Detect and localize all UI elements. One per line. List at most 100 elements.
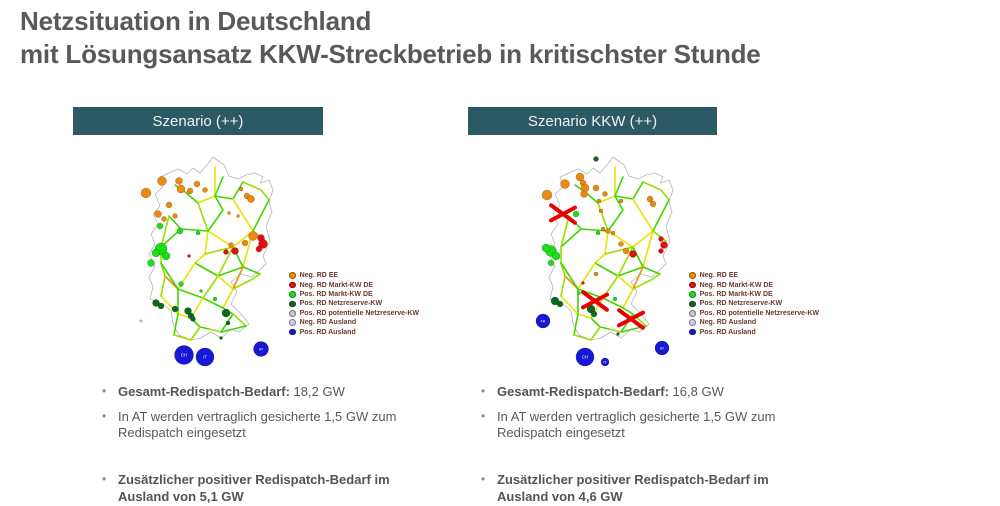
legend-label: Pos. RD Netzreserve-KW	[299, 300, 383, 308]
map-legend-right: Neg. RD EE Neg. RD Markt-KW DE Pos. RD Mar…	[689, 271, 819, 337]
foreign-country-circle	[575, 347, 595, 367]
redispatch-point	[157, 176, 167, 186]
legend-item: Neg. RD EE	[289, 271, 419, 280]
kkw-cross-stroke	[548, 205, 578, 223]
redispatch-point	[560, 179, 570, 189]
redispatch-point	[154, 210, 162, 218]
redispatch-point	[547, 259, 555, 267]
redispatch-point	[658, 248, 664, 254]
grid-line	[160, 275, 166, 297]
grid-line	[252, 199, 270, 232]
redispatch-point	[658, 236, 664, 242]
redispatch-point	[551, 251, 561, 261]
redispatch-point	[238, 186, 244, 192]
slide-title: Netzsituation in Deutschland mit Lösungs…	[20, 5, 761, 71]
redispatch-point	[258, 239, 268, 249]
redispatch-point	[195, 230, 201, 236]
redispatch-point	[541, 243, 551, 253]
redispatch-point	[156, 222, 164, 230]
legend-item: Pos. RD Markt-KW DE	[689, 290, 819, 299]
foreign-country-label: AT	[660, 347, 665, 351]
grid-line	[173, 326, 201, 341]
redispatch-point	[618, 241, 624, 247]
redispatch-point	[176, 184, 186, 194]
legend-label: Neg. RD EE	[699, 272, 739, 280]
grid-line	[560, 215, 570, 248]
redispatch-point	[600, 226, 606, 232]
bullet-list-right: • Gesamt-Redispatch-Bedarf: 16,8 GW • In AT…	[479, 384, 801, 506]
redispatch-point	[193, 180, 201, 188]
redispatch-point	[618, 198, 624, 204]
redispatch-point	[575, 172, 585, 182]
legend-item: Pos. RD potentielle Netzreserve-KW	[689, 309, 819, 318]
grid-line	[560, 228, 582, 248]
bullet-text: 16,8 GW	[668, 384, 724, 399]
legend-label: Pos. RD potentielle Netzreserve-KW	[699, 309, 820, 317]
redispatch-point	[202, 187, 208, 193]
redispatch-point	[152, 299, 160, 307]
redispatch-point	[157, 302, 165, 310]
redispatch-point	[151, 248, 161, 258]
redispatch-point	[541, 189, 553, 201]
redispatch-point	[255, 245, 263, 253]
legend-label: Neg. RD Markt-KW DE	[699, 281, 774, 289]
grid-line	[217, 275, 234, 290]
grid-line	[632, 198, 654, 232]
grid-line	[632, 273, 661, 290]
grid-line	[622, 288, 634, 309]
bullet-text: In AT werden vertraglich gesicherte 1,5 …	[118, 408, 397, 441]
grid-line	[202, 275, 219, 299]
foreign-country-label: AT	[259, 348, 264, 352]
redispatch-point	[590, 310, 598, 318]
grid-line	[614, 176, 624, 197]
foreign-country-label: IT	[603, 361, 607, 365]
redispatch-point	[593, 156, 599, 162]
legend-dot-icon	[689, 319, 696, 326]
scenario-header-right: Szenario KKW (++)	[468, 107, 717, 135]
redispatch-point	[649, 200, 657, 208]
redispatch-point	[190, 316, 196, 322]
redispatch-point	[140, 187, 152, 199]
legend-label: Neg. RD Markt-KW DE	[299, 281, 374, 289]
legend-dot-icon	[289, 281, 296, 289]
bullet-list-left: • Gesamt-Redispatch-Bedarf: 18,2 GW • In AT…	[100, 384, 422, 506]
redispatch-point	[171, 305, 179, 313]
legend-dot-icon	[289, 272, 296, 279]
redispatch-point	[598, 208, 604, 214]
redispatch-point	[622, 247, 630, 255]
redispatch-point	[186, 187, 194, 195]
grid-line	[560, 262, 579, 290]
legend-label: Pos. RD Ausland	[299, 328, 356, 336]
legend-item: Pos. RD Netzreserve-KW	[689, 299, 819, 308]
legend-dot-icon	[289, 319, 296, 326]
grid-line	[617, 275, 634, 290]
grid-line	[217, 246, 234, 277]
foreign-country-circle	[535, 313, 551, 329]
grid-line	[597, 202, 609, 232]
bullet-marker-icon: •	[481, 471, 486, 486]
redispatch-point	[212, 296, 218, 302]
germany-outline	[548, 156, 674, 341]
bullet-item: • Zusätzlicher positiver Redispatch-Bedar…	[100, 472, 422, 505]
foreign-country-label: FR	[541, 320, 546, 324]
redispatch-point	[241, 239, 249, 247]
legend-item: Pos. RD potentielle Netzreserve-KW	[289, 309, 419, 318]
grid-line	[642, 181, 670, 201]
kkw-cross-icon	[580, 290, 610, 312]
slide-title-line2: mit Lösungsansatz KKW-Streckbetrieb in k…	[20, 38, 761, 69]
legend-dot-icon	[689, 328, 696, 336]
legend-label: Pos. RD Markt-KW DE	[299, 290, 373, 298]
redispatch-point	[184, 307, 192, 315]
legend-dot-icon	[689, 281, 696, 289]
grid-line	[652, 230, 667, 242]
redispatch-point	[550, 296, 560, 306]
bullet-marker-icon: •	[481, 384, 486, 398]
grid-line	[160, 215, 170, 248]
redispatch-point	[660, 241, 668, 249]
redispatch-point	[646, 195, 654, 203]
grid-line	[242, 181, 270, 201]
redispatch-point	[610, 230, 616, 236]
redispatch-point	[225, 320, 231, 326]
redispatch-point	[572, 210, 580, 218]
